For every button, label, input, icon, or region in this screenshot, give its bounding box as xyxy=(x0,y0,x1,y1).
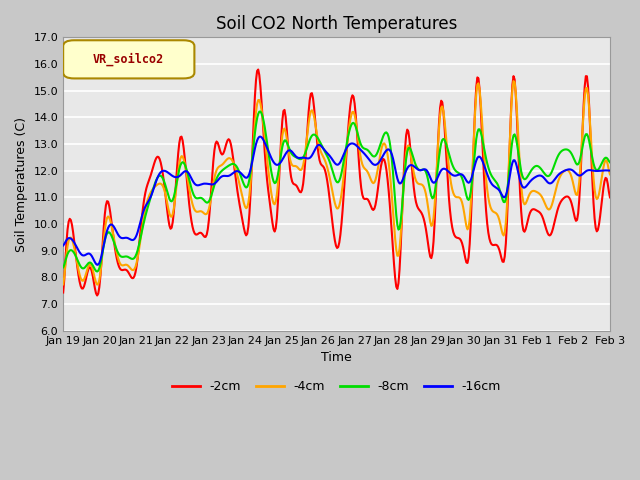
FancyBboxPatch shape xyxy=(63,40,195,78)
Legend: -2cm, -4cm, -8cm, -16cm: -2cm, -4cm, -8cm, -16cm xyxy=(167,375,506,398)
X-axis label: Time: Time xyxy=(321,351,352,364)
Text: VR_soilco2: VR_soilco2 xyxy=(93,53,164,66)
Title: Soil CO2 North Temperatures: Soil CO2 North Temperatures xyxy=(216,15,457,33)
Y-axis label: Soil Temperatures (C): Soil Temperatures (C) xyxy=(15,117,28,252)
